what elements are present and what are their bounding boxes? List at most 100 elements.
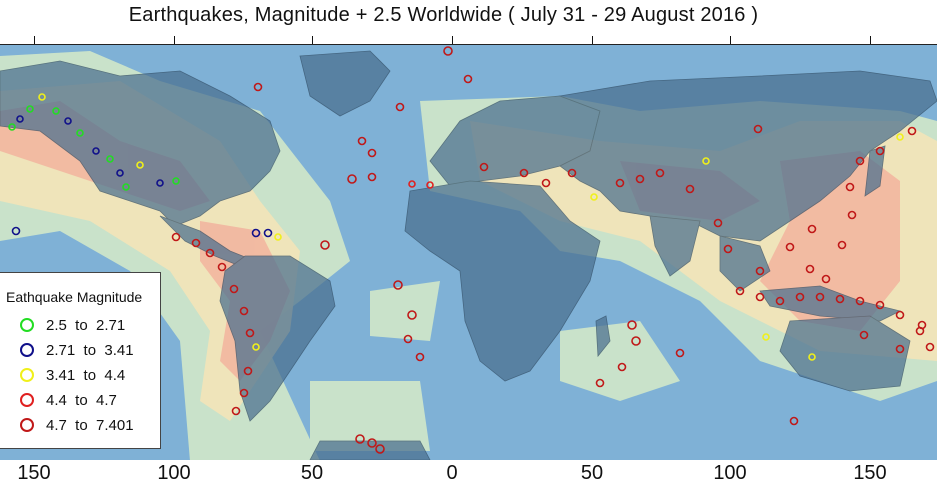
earthquake-marker — [239, 388, 249, 398]
earthquake-marker — [263, 228, 273, 238]
earthquake-marker — [76, 129, 84, 137]
earthquake-marker — [172, 177, 180, 185]
earthquake-marker — [11, 226, 21, 236]
earthquake-marker — [251, 228, 261, 238]
ring-icon — [20, 393, 34, 407]
earthquake-marker — [627, 320, 637, 330]
legend-item: 2.71 to 3.41 — [0, 340, 160, 362]
earthquake-marker — [171, 232, 181, 242]
earthquake-marker — [252, 343, 260, 351]
earthquake-marker — [116, 169, 124, 177]
x-tick-label: 100 — [713, 462, 747, 484]
earthquake-marker — [403, 334, 413, 344]
earthquake-marker — [775, 296, 785, 306]
earthquake-marker — [685, 184, 695, 194]
earthquake-marker — [617, 362, 627, 372]
earthquake-marker — [808, 353, 816, 361]
top-tick — [870, 36, 871, 44]
legend-title: Eathquake Magnitude — [6, 289, 143, 305]
legend-label: 4.7 to 7.401 — [46, 417, 134, 434]
earthquake-marker — [785, 242, 795, 252]
x-tick-label: 100 — [157, 462, 191, 484]
earthquake-marker — [847, 210, 857, 220]
earthquake-marker — [357, 136, 367, 146]
earthquake-marker — [755, 266, 765, 276]
earthquake-marker — [835, 294, 845, 304]
earthquake-marker — [615, 178, 625, 188]
ring-icon — [20, 343, 34, 357]
earthquake-marker — [590, 193, 598, 201]
earthquake-marker — [755, 292, 765, 302]
earthquake-marker — [762, 333, 770, 341]
earthquake-marker — [917, 320, 927, 330]
earthquake-marker — [723, 244, 733, 254]
earthquake-marker — [367, 438, 377, 448]
earthquake-marker — [8, 123, 16, 131]
earthquake-marker — [375, 444, 385, 454]
earthquake-marker — [845, 182, 855, 192]
earthquake-marker — [595, 378, 605, 388]
land-masses — [0, 50, 937, 460]
magnitude-legend: Eathquake Magnitude 2.5 to 2.71 2.71 to … — [0, 272, 161, 449]
earthquake-marker — [859, 330, 869, 340]
earthquake-marker — [567, 168, 577, 178]
earthquake-marker — [907, 126, 917, 136]
earthquake-marker — [855, 296, 865, 306]
earthquake-marker — [925, 342, 935, 352]
earthquake-marker — [875, 146, 885, 156]
map-frame — [0, 44, 937, 460]
earthquake-marker — [805, 264, 815, 274]
earthquake-marker — [26, 105, 34, 113]
earthquake-marker — [122, 183, 130, 191]
earthquake-marker — [519, 168, 529, 178]
earthquake-marker — [64, 117, 72, 125]
top-tick — [452, 36, 453, 44]
earthquake-marker — [896, 133, 904, 141]
earthquake-marker — [136, 161, 144, 169]
earthquake-marker — [426, 181, 434, 189]
earthquake-marker — [393, 280, 403, 290]
earthquake-marker — [274, 233, 282, 241]
earthquake-marker — [815, 292, 825, 302]
earthquake-marker — [415, 352, 425, 362]
x-tick-label: 0 — [446, 462, 458, 484]
earthquake-marker — [855, 156, 865, 166]
legend-item: 4.7 to 7.401 — [0, 415, 160, 437]
earthquake-marker — [367, 148, 377, 158]
legend-item: 4.4 to 4.7 — [0, 390, 160, 412]
earthquake-marker — [541, 178, 551, 188]
earthquake-marker — [463, 74, 473, 84]
earthquake-marker — [807, 224, 817, 234]
legend-label: 4.4 to 4.7 — [46, 392, 117, 409]
top-tick — [730, 36, 731, 44]
earthquake-markers — [8, 46, 935, 454]
top-tick — [592, 36, 593, 44]
earthquake-marker — [191, 238, 201, 248]
earthquake-marker — [837, 240, 847, 250]
earthquake-marker — [106, 155, 114, 163]
earthquake-marker — [875, 300, 885, 310]
ring-icon — [20, 318, 34, 332]
earthquake-marker — [702, 157, 710, 165]
earthquake-marker — [205, 248, 215, 258]
earthquake-marker — [675, 348, 685, 358]
x-tick-label: 150 — [853, 462, 887, 484]
ring-icon — [20, 418, 34, 432]
earthquake-marker — [239, 306, 249, 316]
earthquake-marker — [367, 172, 377, 182]
earthquake-marker — [320, 240, 330, 250]
earthquake-marker — [408, 180, 416, 188]
earthquake-marker — [16, 115, 24, 123]
earthquake-marker — [735, 286, 745, 296]
earthquake-marker — [631, 336, 641, 346]
earthquake-marker — [243, 366, 253, 376]
earthquake-marker — [753, 124, 763, 134]
map-title: Earthquakes, Magnitude + 2.5 Worldwide (… — [128, 4, 759, 26]
earthquake-marker — [635, 174, 645, 184]
top-tick — [34, 36, 35, 44]
top-tick — [312, 36, 313, 44]
earthquake-marker — [795, 292, 805, 302]
legend-item: 3.41 to 4.4 — [0, 365, 160, 387]
legend-label: 3.41 to 4.4 — [46, 367, 126, 384]
earthquake-marker — [407, 310, 417, 320]
